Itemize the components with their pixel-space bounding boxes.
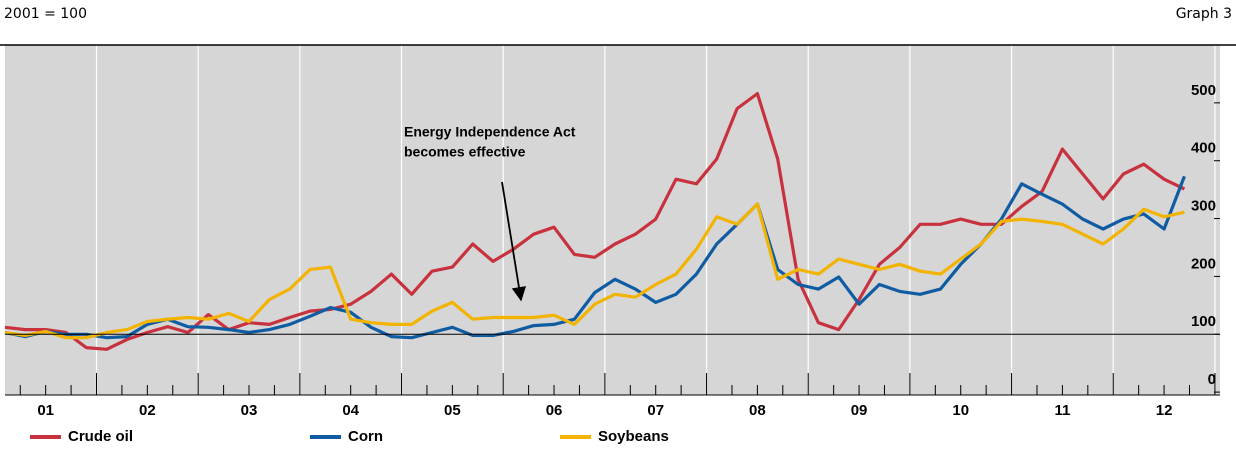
x-tick-label: 05 [444, 402, 461, 419]
x-tick-label: 01 [37, 402, 54, 419]
y-tick-label: 0 [1208, 371, 1216, 388]
x-tick-label: 11 [1054, 402, 1070, 419]
y-tick-label: 100 [1191, 313, 1216, 330]
graph-label: Graph 3 [1176, 6, 1232, 22]
legend-label: Soybeans [598, 428, 669, 445]
y-tick-label: 300 [1191, 198, 1216, 215]
x-tick-label: 10 [952, 402, 969, 419]
annotation-arrow [501, 181, 527, 302]
series-line [4, 202, 1185, 340]
legend-label: Crude oil [68, 428, 133, 445]
legend-label: Corn [348, 428, 383, 445]
x-tick-label: 08 [749, 402, 766, 419]
x-tick-label: 12 [1156, 402, 1173, 419]
y-tick-label: 200 [1191, 255, 1216, 272]
y-tick-label: 400 [1191, 140, 1216, 157]
series-line [4, 92, 1186, 351]
y-tick-label: 500 [1191, 82, 1216, 99]
subtitle: 2001 = 100 [4, 6, 87, 22]
x-tick-label: 07 [647, 402, 664, 419]
annotation: becomes effective [404, 144, 526, 160]
x-tick-label: 03 [241, 402, 258, 419]
x-tick-label: 04 [342, 402, 359, 419]
annotation: Energy Independence Act [404, 124, 576, 140]
x-tick-label: 02 [139, 402, 156, 419]
x-tick-label: 09 [851, 402, 868, 419]
x-tick-label: 06 [546, 402, 563, 419]
